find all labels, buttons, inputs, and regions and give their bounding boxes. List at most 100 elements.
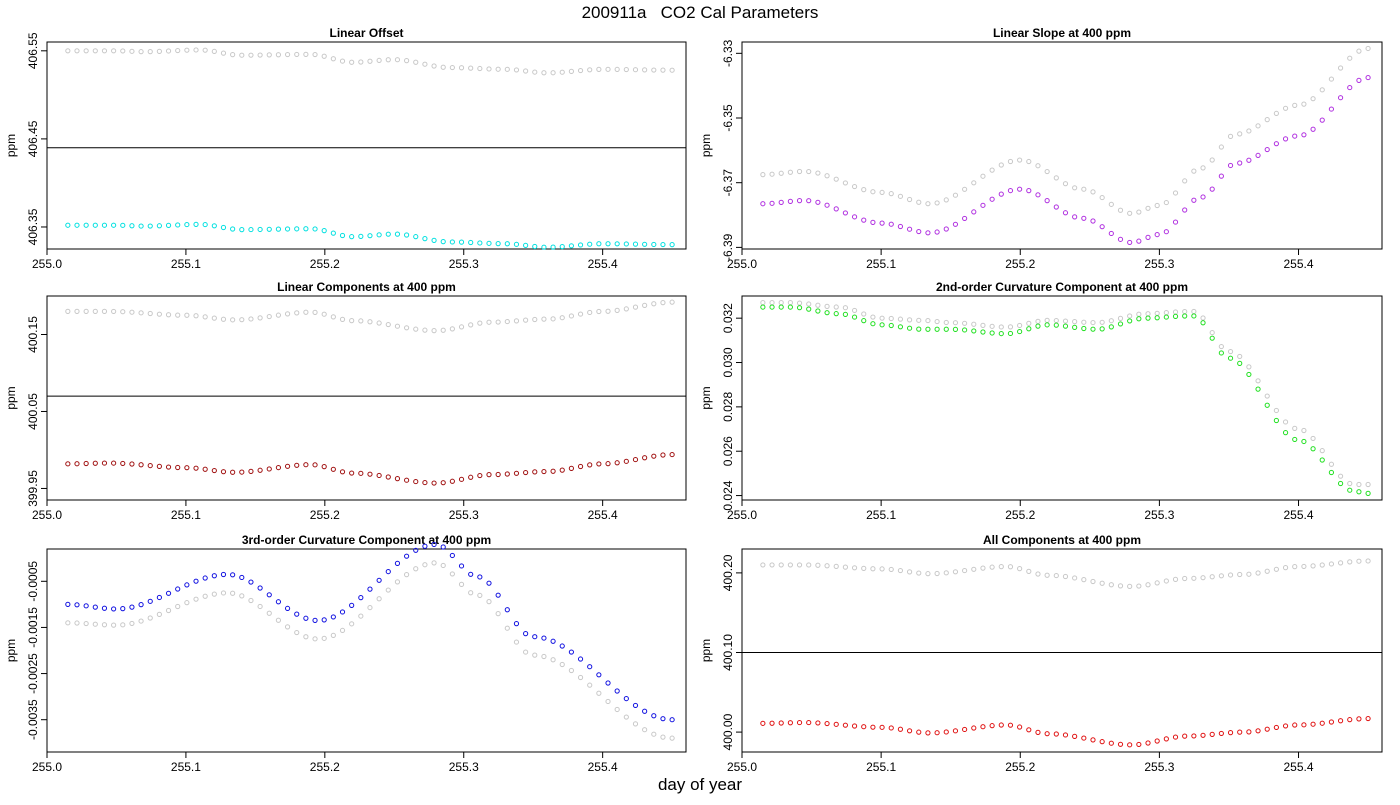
data-point	[120, 48, 126, 54]
data-point	[220, 590, 227, 596]
data-point	[642, 455, 648, 461]
data-point	[1136, 316, 1142, 322]
data-point	[962, 327, 968, 333]
data-point	[943, 729, 949, 735]
data-point	[962, 726, 968, 733]
data-point	[477, 320, 483, 326]
data-point	[870, 314, 876, 320]
series-1	[760, 558, 1371, 590]
data-point	[165, 464, 172, 470]
data-point	[916, 570, 922, 576]
data-point	[669, 735, 675, 741]
data-point	[861, 724, 867, 730]
data-point	[1237, 571, 1243, 578]
data-point	[504, 607, 510, 613]
data-point	[1319, 457, 1325, 463]
data-point	[1273, 141, 1279, 147]
data-point	[943, 326, 949, 332]
x-tick-label: 255.3	[449, 508, 479, 522]
data-point	[532, 69, 538, 75]
y-tick-label: 0.032	[721, 303, 735, 333]
data-point	[440, 544, 446, 550]
data-point	[303, 226, 309, 232]
data-point	[998, 324, 1004, 330]
data-point	[916, 729, 922, 735]
data-point	[266, 592, 272, 598]
data-point	[815, 199, 821, 205]
series-1	[760, 45, 1371, 216]
data-point	[1017, 328, 1023, 335]
data-point	[184, 221, 190, 228]
data-point	[321, 464, 327, 470]
y-tick-label: 400.20	[721, 554, 735, 591]
data-point	[1255, 152, 1261, 159]
data-point	[888, 566, 894, 573]
x-tick-label: 255.0	[32, 760, 62, 774]
data-point	[897, 193, 904, 199]
data-point	[651, 67, 657, 73]
y-tick-label: 0.030	[721, 347, 735, 377]
data-point	[989, 167, 995, 173]
data-point	[257, 315, 263, 321]
data-point	[523, 317, 529, 323]
data-point	[404, 572, 410, 578]
data-point	[1026, 326, 1032, 332]
data-point	[605, 308, 611, 314]
data-point	[1182, 313, 1188, 319]
data-point	[74, 620, 80, 626]
data-point	[870, 321, 876, 327]
data-point	[1108, 582, 1114, 588]
plot-frame	[741, 295, 1383, 501]
data-point	[404, 553, 410, 559]
data-point	[101, 605, 108, 611]
data-point	[532, 316, 538, 323]
data-point	[1255, 386, 1261, 392]
data-point	[1191, 197, 1197, 203]
data-point	[101, 48, 108, 54]
data-point	[394, 476, 401, 482]
data-point	[376, 577, 382, 583]
data-point	[376, 596, 382, 602]
data-point	[385, 568, 391, 575]
data-point	[587, 682, 593, 688]
data-point	[815, 562, 821, 568]
data-point	[1062, 732, 1069, 738]
data-point	[477, 240, 483, 246]
data-point	[266, 466, 272, 472]
data-point	[1301, 563, 1307, 570]
data-point	[815, 720, 821, 726]
data-point	[778, 170, 784, 176]
x-tick-label: 255.2	[310, 257, 340, 271]
y-axis-label: ppm	[699, 639, 713, 662]
data-point	[888, 725, 894, 731]
data-point	[147, 223, 153, 229]
data-point	[851, 565, 858, 571]
data-point	[925, 571, 931, 577]
data-point	[358, 233, 364, 239]
data-point	[1081, 215, 1087, 221]
data-point	[431, 541, 437, 548]
data-point	[404, 477, 410, 483]
data-point	[1117, 207, 1124, 213]
data-point	[257, 603, 263, 610]
data-point	[1127, 318, 1133, 324]
data-point	[980, 202, 986, 208]
data-point	[422, 61, 428, 67]
data-point	[897, 316, 904, 322]
data-point	[1072, 185, 1078, 191]
series-1	[65, 299, 675, 334]
data-point	[541, 70, 547, 76]
data-point	[1053, 317, 1059, 324]
data-point	[83, 620, 89, 627]
data-point	[1292, 425, 1298, 431]
data-point	[806, 301, 812, 307]
data-point	[559, 244, 565, 250]
data-point	[1292, 102, 1298, 108]
data-point	[83, 48, 89, 54]
data-point	[330, 632, 336, 638]
x-tick-label: 255.2	[310, 508, 340, 522]
data-point	[321, 635, 327, 641]
data-point	[1099, 326, 1105, 332]
data-point	[101, 622, 108, 628]
data-point	[120, 622, 126, 628]
